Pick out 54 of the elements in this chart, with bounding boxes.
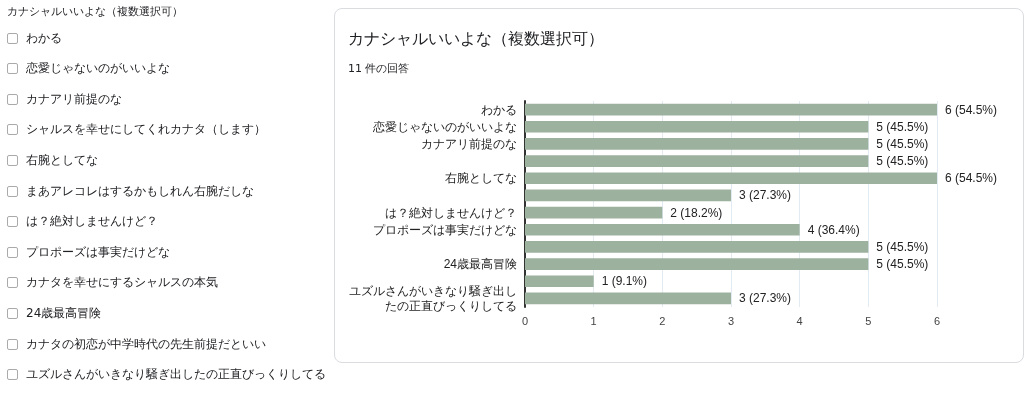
- x-tick-label: 3: [727, 314, 735, 327]
- text: まあアレコレはするかもしれん右腕だしな: [26, 182, 254, 200]
- bar: [525, 258, 869, 270]
- bar: [525, 138, 869, 150]
- data-label: 6 (54.5%): [945, 102, 998, 117]
- y-tick-label: わかる: [481, 102, 517, 117]
- text: わかる: [26, 29, 62, 47]
- data-label: 5 (45.5%): [876, 119, 929, 134]
- bar: [525, 103, 937, 116]
- data-label: 3 (27.3%): [739, 291, 792, 306]
- bar: [525, 241, 869, 253]
- bar: [525, 172, 937, 185]
- text: カナアリ前提のな: [26, 90, 122, 108]
- y-tick-label: 右腕としてな: [445, 171, 517, 186]
- bar: [525, 292, 731, 305]
- y-tick-label: 24歳最高冒険: [443, 257, 517, 272]
- x-tick-label: 0: [521, 314, 529, 327]
- x-tick-label: 1: [590, 314, 597, 327]
- y-tick-label: プロポーズは事実だけどな: [373, 222, 517, 237]
- x-tick-label: 5: [865, 314, 872, 327]
- data-label: 5 (45.5%): [876, 257, 929, 272]
- text: は？絶対しませんけど？: [26, 213, 158, 231]
- y-tick-label: 恋愛じゃないのがいいよな: [372, 119, 517, 134]
- text: 右腕としてな: [26, 151, 98, 169]
- y-tick-label: は？絶対しませんけど？: [385, 205, 517, 220]
- x-tick-label: 2: [659, 314, 666, 327]
- text: プロポーズは事実だけどな: [26, 243, 170, 261]
- bar: [525, 206, 663, 219]
- y-tick-label: カナアリ前提のな: [421, 136, 517, 151]
- bar: [525, 189, 731, 202]
- text: カナタの初恋が中学時代の先生前提だといい: [26, 335, 266, 353]
- bar: [525, 223, 800, 236]
- bar: [525, 155, 869, 167]
- text: 恋愛じゃないのがいいよな: [26, 60, 170, 78]
- data-label: 3 (27.3%): [739, 188, 792, 203]
- text: 24歳最高冒険: [26, 304, 102, 322]
- data-label: 4 (36.4%): [807, 222, 860, 237]
- data-label: 5 (45.5%): [876, 136, 929, 151]
- data-label: 6 (54.5%): [945, 171, 998, 186]
- bar: [525, 275, 594, 288]
- text: カナシャルいいよな（複数選択可）: [7, 4, 183, 19]
- text: シャルスを幸せにしてくれカナタ（します）: [26, 121, 266, 139]
- text: ユズルさんがいきなり騒ぎ出したの正直びっくりしてる: [26, 366, 326, 384]
- text: カナタを幸せにするシャルスの本気: [26, 274, 218, 292]
- bar: [525, 120, 869, 133]
- x-tick-label: 4: [796, 314, 803, 327]
- data-label: 2 (18.2%): [670, 205, 723, 220]
- chart-title: カナシャルいいよな（複数選択可）: [348, 29, 604, 50]
- data-label: 5 (45.5%): [876, 239, 929, 254]
- x-tick-label: 6: [933, 314, 941, 327]
- data-label: 5 (45.5%): [876, 154, 929, 169]
- data-label: 1 (9.1%): [601, 274, 648, 289]
- y-tick-label: ユズルさんがいきなり騒ぎ出したの正直びっくりしてる: [349, 283, 517, 313]
- text: 11 件の回答: [348, 61, 410, 76]
